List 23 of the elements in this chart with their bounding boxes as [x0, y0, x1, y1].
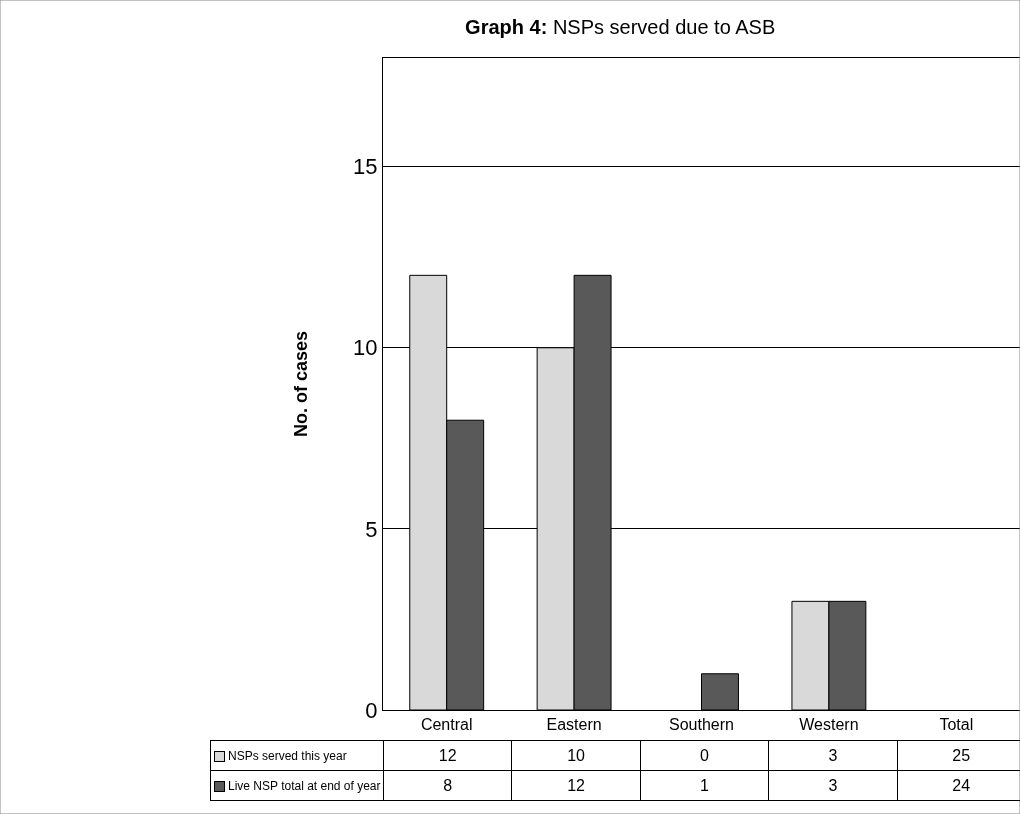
x-tick-label: Eastern	[546, 716, 602, 734]
y-tick-label: 10	[353, 335, 378, 361]
x-tick-label: Central	[420, 716, 473, 734]
x-tick-label: Western	[799, 716, 859, 734]
data-label: 0	[640, 740, 769, 771]
data-label: 3	[768, 770, 898, 801]
legend-label: NSPs served this year	[228, 748, 347, 763]
data-label: 3	[768, 740, 898, 771]
data-label: 1	[640, 770, 769, 801]
legend-label: Live NSP total at end of year	[228, 778, 381, 793]
data-label: 10	[511, 740, 641, 771]
data-label: 12	[511, 770, 641, 801]
chart-title: Graph 4: NSPs served due to ASB	[465, 16, 776, 39]
text: 25	[952, 746, 971, 764]
y-tick-label: 5	[365, 516, 378, 542]
y-axis-title: No. of cases	[291, 330, 312, 438]
data-label: 12	[383, 740, 512, 771]
y-tick-label: 15	[353, 154, 378, 180]
x-tick-label: Southern	[669, 716, 734, 734]
y-tick-label: 0	[365, 697, 378, 723]
text: 24	[952, 776, 971, 794]
x-tick-label: Total	[939, 716, 974, 734]
data-label: 8	[383, 770, 512, 801]
